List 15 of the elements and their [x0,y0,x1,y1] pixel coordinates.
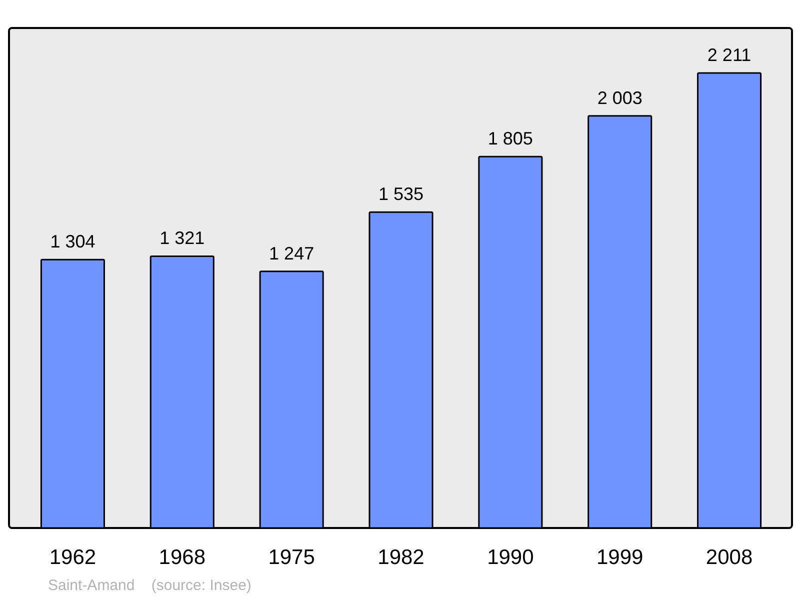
data-label: 1 535 [378,184,424,204]
x-tick-label: 1975 [268,546,315,569]
data-label: 1 304 [50,232,96,252]
data-label: 2 211 [707,45,752,66]
data-label: 1 247 [269,243,314,264]
text: Saint-Amand (source: Insee) [48,577,252,594]
x-tick-label: 1999 [596,546,644,569]
data-label: 1 805 [488,128,533,149]
x-tick-label: 2008 [706,546,753,569]
x-tick-label: 1990 [487,546,534,569]
data-label: 1 321 [160,228,205,248]
x-tick-label: 1962 [49,546,96,569]
data-label: 2 003 [597,88,642,108]
x-tick-label: 1982 [378,546,424,569]
x-tick-label: 1968 [158,546,206,569]
